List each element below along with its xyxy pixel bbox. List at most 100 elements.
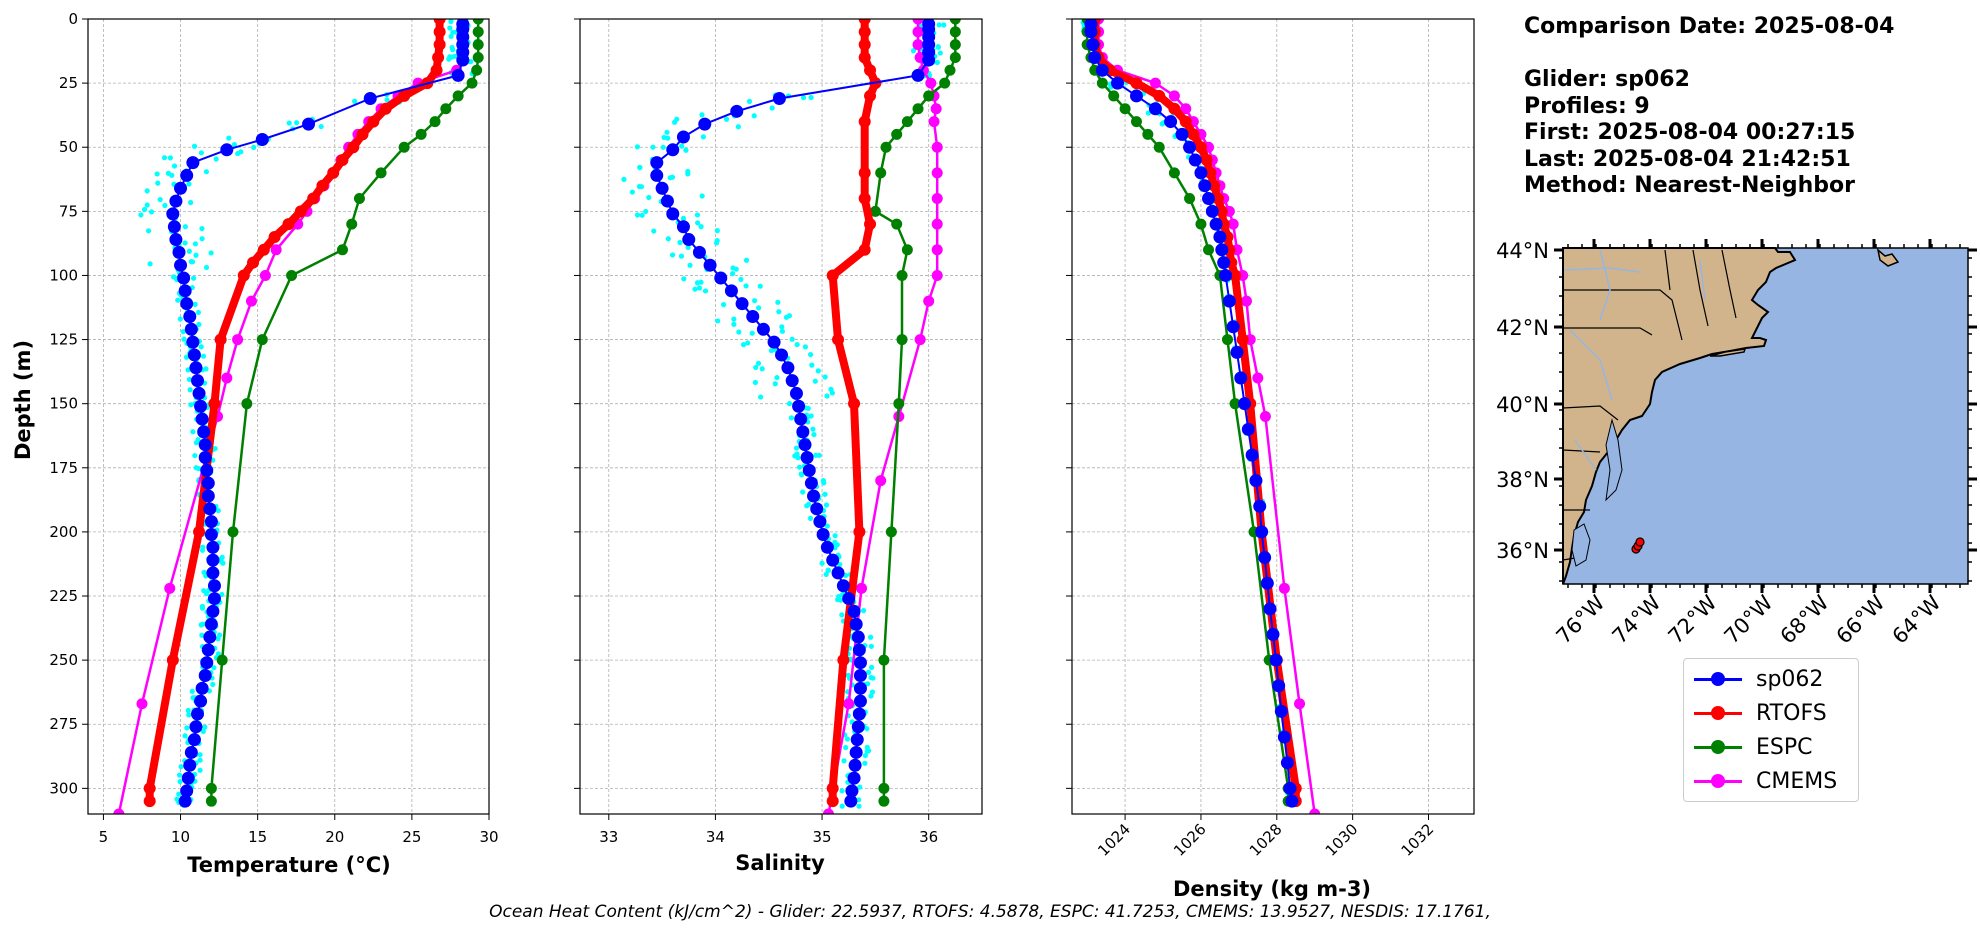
glider-raw-point [637, 165, 643, 171]
glider-raw-point [147, 261, 153, 267]
glider-raw-point [183, 354, 190, 360]
series-point-rtofs [864, 218, 877, 231]
x-tick-label: 35 [813, 828, 832, 846]
series-point-espc [1142, 128, 1154, 140]
glider-raw-point [144, 188, 150, 194]
glider-raw-point [200, 353, 207, 359]
series-point-espc [880, 141, 892, 153]
series-line-espc [1085, 19, 1290, 802]
glider-name: Glider: sp062 [1524, 67, 1690, 92]
glider-raw-point [660, 144, 666, 150]
glider-raw-point [743, 257, 750, 263]
glider-location-marker [1631, 537, 1645, 554]
series-point-sp062 [800, 451, 814, 465]
series-point-cmems [912, 19, 924, 25]
glider-raw-point [186, 712, 192, 718]
series-point-rtofs [433, 25, 446, 38]
glider-raw-point [740, 342, 747, 348]
glider-raw-point [844, 736, 850, 742]
legend-label: sp062 [1756, 667, 1824, 692]
glider-raw-point [807, 515, 814, 521]
series-point-sp062 [451, 68, 465, 82]
series-point-cmems [245, 295, 257, 307]
series-point-espc [205, 782, 217, 794]
glider-raw-point [215, 507, 221, 514]
map-lat-label: 38°N [1496, 468, 1549, 492]
series-point-espc [1195, 218, 1207, 230]
series-point-sp062 [1255, 525, 1269, 539]
series-point-rtofs [1194, 141, 1207, 154]
glider-raw-point [809, 362, 815, 368]
series-point-sp062 [796, 425, 810, 439]
glider-raw-point [188, 402, 194, 408]
series-point-rtofs [1236, 333, 1249, 346]
series-point-espc [1096, 77, 1108, 89]
series-point-espc [256, 334, 268, 346]
series-point-rtofs [1168, 102, 1181, 115]
series-point-sp062 [1215, 243, 1229, 257]
glider-raw-point [843, 744, 849, 751]
glider-raw-point [779, 324, 785, 330]
series-point-rtofs [367, 115, 380, 128]
series-point-sp062 [1111, 76, 1125, 90]
series-point-sp062 [169, 233, 183, 247]
series-point-sp062 [180, 168, 194, 182]
series-point-espc [1119, 103, 1131, 115]
series-point-sp062 [655, 181, 669, 195]
series-point-sp062 [1283, 781, 1297, 795]
series-point-cmems [259, 269, 271, 281]
series-point-cmems [1294, 698, 1306, 710]
series-point-espc [1229, 398, 1241, 410]
salinity-axis-title: Salinity [735, 851, 825, 875]
series-point-espc [336, 244, 348, 256]
series-point-sp062 [816, 527, 830, 541]
series-point-espc [949, 51, 961, 63]
glider-raw-point [171, 163, 178, 169]
series-point-sp062 [1245, 448, 1259, 462]
series-point-rtofs [1212, 192, 1225, 205]
glider-raw-point [752, 379, 759, 386]
y-tick-label: 50 [59, 138, 78, 156]
series-point-cmems [923, 295, 935, 307]
series-point-rtofs [858, 19, 871, 25]
map-state-borders [1562, 249, 1737, 561]
series-point-sp062 [1219, 268, 1233, 282]
series-point-cmems [1259, 411, 1271, 422]
glider-raw-point [197, 767, 203, 773]
map-lon-label: 74°W [1608, 590, 1666, 648]
x-tick-label: 1030 [1322, 820, 1362, 860]
glider-raw-point [804, 503, 810, 509]
series-point-sp062 [195, 681, 209, 695]
glider-raw-point [185, 707, 191, 714]
glider-raw-point [731, 316, 737, 322]
series-point-espc [949, 26, 961, 38]
series-point-espc [1168, 167, 1180, 179]
glider-raw-point [182, 240, 188, 246]
series-point-sp062 [746, 309, 760, 323]
glider-raw-point [447, 25, 453, 31]
glider-raw-point [786, 401, 793, 407]
series-point-rtofs [379, 102, 392, 115]
glider-raw-point [621, 176, 627, 182]
glider-raw-point [768, 348, 775, 354]
glider-raw-point [868, 664, 875, 670]
glider-raw-point [775, 299, 781, 305]
glider-raw-point [810, 426, 816, 432]
series-point-sp062 [852, 643, 866, 657]
glider-raw-point [188, 199, 194, 206]
glider-raw-point [231, 141, 238, 148]
series-point-sp062 [851, 720, 865, 734]
series-point-sp062 [1205, 204, 1219, 218]
series-point-rtofs [1130, 77, 1143, 90]
series-point-sp062 [775, 348, 789, 362]
glider-raw-point [186, 248, 192, 254]
glider-raw-point [199, 632, 205, 638]
series-point-espc [1221, 334, 1233, 346]
glider-raw-point [868, 693, 874, 699]
series-point-espc [1203, 244, 1215, 256]
glider-raw-point [808, 413, 814, 419]
glider-raw-point [699, 193, 705, 199]
glider-raw-point [694, 212, 701, 218]
series-point-sp062 [207, 579, 221, 593]
glider-raw-point [695, 220, 701, 226]
